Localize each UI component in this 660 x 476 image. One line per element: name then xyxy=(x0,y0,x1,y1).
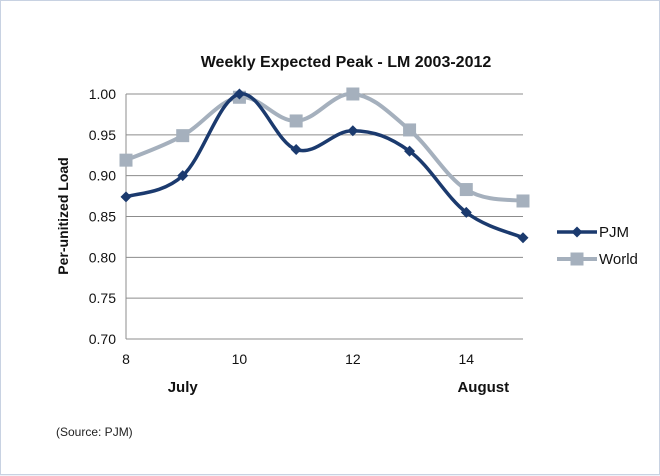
y-tick-label: 0.95 xyxy=(89,127,116,143)
data-point-pjm xyxy=(233,88,245,100)
data-point-pjm xyxy=(404,145,416,157)
legend-item-pjm: PJM xyxy=(557,224,629,241)
x-tick-label: 10 xyxy=(232,351,248,367)
x-tick-label: 12 xyxy=(345,351,361,367)
y-tick-label: 0.90 xyxy=(89,168,116,184)
data-point-world xyxy=(176,129,190,143)
y-axis-ticks: 0.70 0.75 0.80 0.85 0.90 0.95 1.00 xyxy=(89,86,116,347)
data-point-pjm xyxy=(347,125,359,137)
data-point-pjm xyxy=(120,191,132,203)
data-point-pjm xyxy=(290,144,302,156)
y-tick-label: 1.00 xyxy=(89,86,116,102)
series-line-world xyxy=(125,92,524,203)
month-labels: July August xyxy=(168,379,509,396)
data-point-world xyxy=(346,87,360,101)
x-axis-ticks: 8 10 12 14 xyxy=(122,351,474,367)
x-tick-label: 8 xyxy=(122,351,130,367)
data-point-pjm xyxy=(177,170,189,182)
y-tick-label: 0.75 xyxy=(89,290,116,306)
x-tick-label: 14 xyxy=(458,351,474,367)
grid-lines xyxy=(125,93,523,340)
data-point-world xyxy=(459,183,473,197)
legend-marker xyxy=(571,226,583,238)
series-world xyxy=(119,87,530,208)
legend-label: PJM xyxy=(599,224,629,241)
legend-label: World xyxy=(599,251,638,268)
data-point-pjm xyxy=(517,232,529,244)
data-point-world xyxy=(403,123,417,137)
series-pjm xyxy=(120,88,529,244)
y-tick-label: 0.80 xyxy=(89,249,116,265)
data-point-world xyxy=(119,153,133,167)
data-point-pjm xyxy=(460,206,472,218)
data-point-world xyxy=(516,194,530,208)
legend-marker xyxy=(570,252,584,266)
source-note: (Source: PJM) xyxy=(56,425,133,439)
legend-item-world: World xyxy=(557,251,638,268)
month-label: July xyxy=(168,379,199,396)
y-tick-label: 0.70 xyxy=(89,331,116,347)
chart-title: Weekly Expected Peak - LM 2003-2012 xyxy=(201,54,492,71)
y-axis-label: Per-unitized Load xyxy=(55,157,71,274)
y-tick-label: 0.85 xyxy=(89,209,116,225)
month-label: August xyxy=(457,379,509,396)
series-line-pjm xyxy=(125,92,524,240)
legend: PJM World xyxy=(557,224,638,268)
series-layer xyxy=(119,87,530,244)
data-point-world xyxy=(289,114,303,128)
